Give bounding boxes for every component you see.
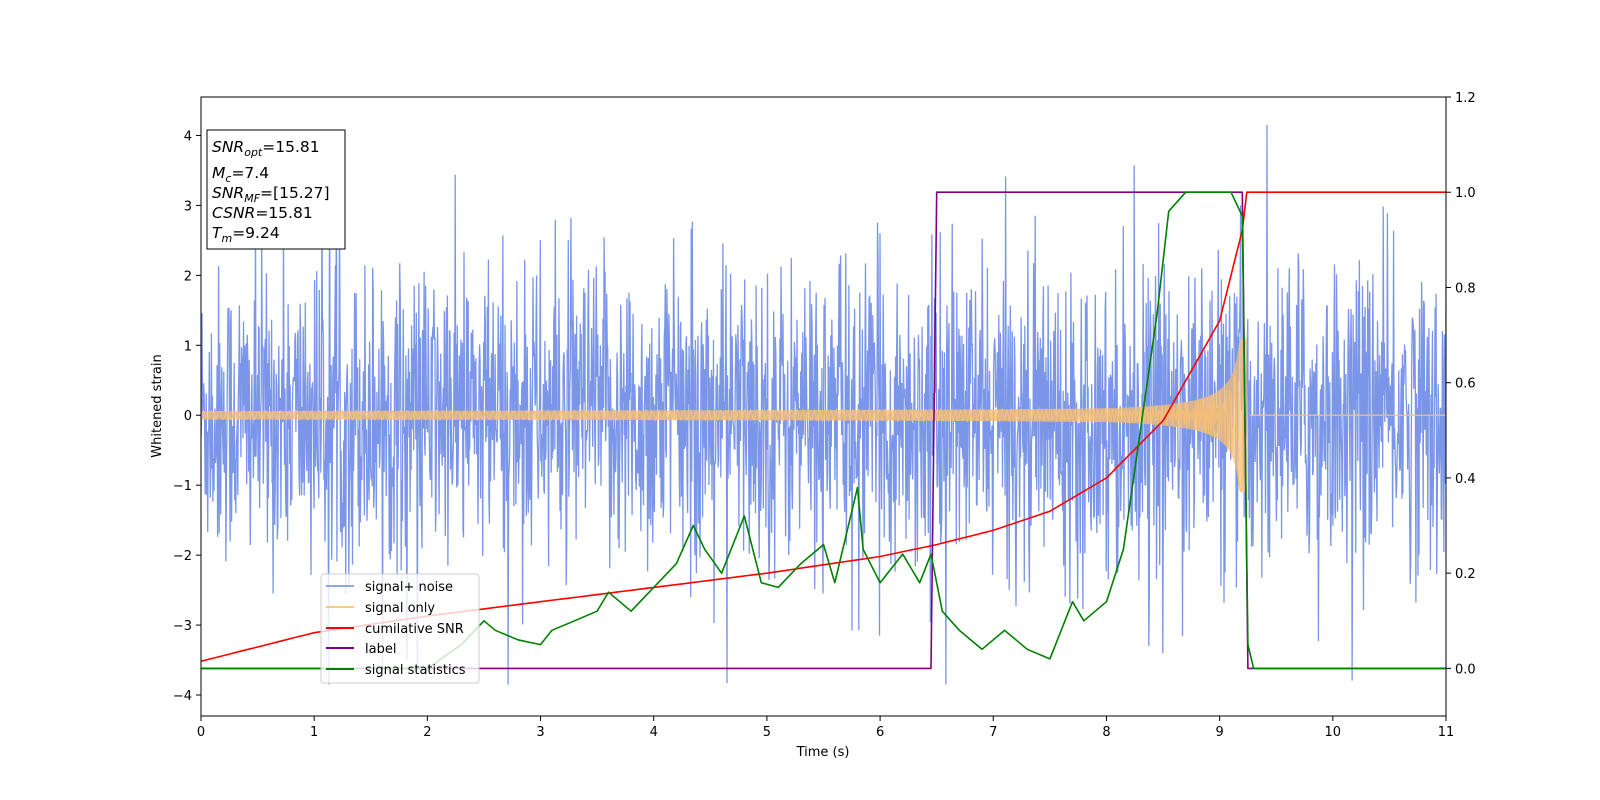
y-tick-label: −4 xyxy=(173,689,192,704)
y-tick-label: 1 xyxy=(184,339,192,354)
y-axis-right: 0.0 0.2 0.4 0.6 0.8 1.0 1.2 xyxy=(1446,91,1476,677)
x-tick-label: 9 xyxy=(1215,725,1223,740)
x-tick-label: 2 xyxy=(423,725,431,740)
y-tick-label: 3 xyxy=(184,199,192,214)
info-snr-mf: SNRMF=[15.27] xyxy=(212,184,330,205)
y-axis-label: Whitened strain xyxy=(150,354,165,457)
y-tick-label: 2 xyxy=(184,269,192,284)
info-box-frame xyxy=(206,129,346,250)
x-tick-label: 4 xyxy=(650,725,658,740)
y2-tick-label: 0.6 xyxy=(1455,377,1476,392)
legend-label-label: label xyxy=(365,642,396,657)
y-tick-label: −1 xyxy=(173,479,192,494)
legend-label-signal-noise: signal+ noise xyxy=(365,580,453,595)
x-tick-label: 8 xyxy=(1102,725,1110,740)
y2-tick-label: 1.2 xyxy=(1455,91,1476,106)
y-tick-label: 0 xyxy=(184,409,192,424)
x-tick-label: 0 xyxy=(197,725,205,740)
x-tick-label: 11 xyxy=(1438,725,1455,740)
plot-frame xyxy=(200,96,1447,717)
legend-label-cumulative-snr: cumilative SNR xyxy=(365,622,464,637)
y-axis-left: −4 −3 −2 −1 0 1 2 3 4 xyxy=(173,129,201,704)
y2-tick-label: 0.0 xyxy=(1455,662,1476,677)
legend: signal+ noise signal only cumilative SNR… xyxy=(320,573,480,684)
series-cumulative-snr xyxy=(201,191,1446,662)
y2-tick-label: 1.0 xyxy=(1455,186,1476,201)
info-tm: Tm=9.24 xyxy=(212,224,280,245)
series-signal-only xyxy=(201,374,1246,493)
info-snr-opt: SNRopt=15.81 xyxy=(212,138,320,159)
y-tick-label: −2 xyxy=(173,549,192,564)
info-mc: Mc=7.4 xyxy=(212,164,269,185)
series-layer xyxy=(201,124,1446,685)
x-tick-label: 7 xyxy=(989,725,997,740)
legend-frame xyxy=(320,573,480,684)
y-tick-label: 4 xyxy=(184,129,192,144)
series-signal-only-envelope xyxy=(201,338,1247,493)
info-box: SNRopt=15.81 Mc=7.4 SNRMF=[15.27] CSNR=1… xyxy=(206,129,346,250)
x-axis: 0 1 2 3 4 5 6 7 8 9 10 11 xyxy=(197,716,1454,740)
x-tick-label: 6 xyxy=(876,725,884,740)
legend-label-signal-only: signal only xyxy=(365,601,435,616)
x-axis-label: Time (s) xyxy=(796,745,850,760)
x-tick-label: 5 xyxy=(763,725,771,740)
legend-label-signal-statistics: signal statistics xyxy=(365,663,466,678)
x-tick-label: 1 xyxy=(310,725,318,740)
y-tick-label: −3 xyxy=(173,619,192,634)
y2-tick-label: 0.8 xyxy=(1455,281,1476,296)
y2-tick-label: 0.4 xyxy=(1455,472,1476,487)
y2-tick-label: 0.2 xyxy=(1455,567,1476,582)
x-tick-label: 3 xyxy=(536,725,544,740)
info-csnr: CSNR=15.81 xyxy=(212,204,313,222)
series-signal-statistics xyxy=(201,191,1446,670)
x-tick-label: 10 xyxy=(1325,725,1342,740)
